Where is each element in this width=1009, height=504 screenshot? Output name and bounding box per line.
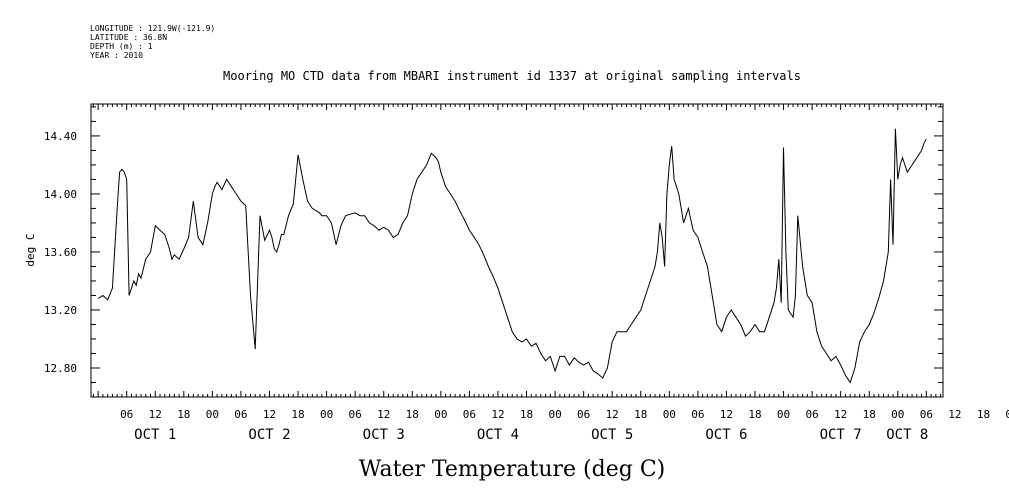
depth-text: DEPTH (m) : 1: [90, 42, 153, 51]
x-tick-label: 06: [349, 408, 362, 421]
x-tick-label: 00: [548, 408, 561, 421]
x-axis-label: Water Temperature (deg C): [359, 457, 666, 482]
x-day-label: OCT 3: [363, 427, 405, 443]
chart-title: Mooring MO CTD data from MBARI instrumen…: [223, 69, 801, 83]
x-tick-label: 00: [206, 408, 219, 421]
y-tick-label: 13.20: [44, 304, 77, 317]
x-tick-label: 12: [948, 408, 961, 421]
metadata-block: LONGITUDE : 121.9W(-121.9) LATITUDE : 36…: [90, 24, 215, 60]
x-day-label: OCT 4: [477, 427, 519, 443]
x-tick-label: 00: [434, 408, 447, 421]
y-tick-label: 13.60: [44, 246, 77, 259]
x-tick-label: 12: [834, 408, 847, 421]
axis-ticks: [91, 104, 943, 397]
y-tick-label: 14.00: [44, 188, 77, 201]
x-tick-label: 18: [291, 408, 304, 421]
y-tick-label: 14.40: [44, 130, 77, 143]
axis-labels: 06 12 18 00 06 12 18 00 06 12 18 00 06 12 18 00 06 12 18 00…: [44, 130, 1009, 443]
x-tick-label: 18: [520, 408, 533, 421]
x-tick-label: 12: [491, 408, 504, 421]
x-day-label: OCT 1: [134, 427, 176, 443]
x-tick-label: 06: [234, 408, 247, 421]
x-day-label: OCT 2: [248, 427, 290, 443]
x-tick-label: 00: [1005, 408, 1009, 421]
x-tick-label: 18: [406, 408, 419, 421]
x-tick-label: 12: [720, 408, 733, 421]
y-axis-label: deg C: [24, 233, 37, 266]
x-tick-label: 06: [463, 408, 476, 421]
longitude-text: LONGITUDE : 121.9W(-121.9): [90, 24, 215, 33]
x-tick-label: 06: [577, 408, 590, 421]
x-tick-label: 18: [634, 408, 647, 421]
latitude-text: LATITUDE : 36.8N: [90, 33, 167, 42]
series-line: [97, 128, 927, 384]
x-day-label: OCT 5: [591, 427, 633, 443]
x-tick-label: 18: [977, 408, 990, 421]
x-tick-label: 18: [748, 408, 761, 421]
x-tick-label: 00: [777, 408, 790, 421]
x-tick-label: 06: [805, 408, 818, 421]
x-tick-label: 00: [320, 408, 333, 421]
x-tick-label: 12: [149, 408, 162, 421]
x-day-label: OCT 7: [820, 427, 862, 443]
x-tick-label: 00: [663, 408, 676, 421]
x-tick-label: 18: [863, 408, 876, 421]
x-day-label: OCT 6: [705, 427, 747, 443]
x-tick-label: 00: [891, 408, 904, 421]
x-tick-label: 06: [691, 408, 704, 421]
y-tick-label: 12.80: [44, 362, 77, 375]
x-tick-label: 12: [606, 408, 619, 421]
x-tick-label: 06: [120, 408, 133, 421]
x-tick-label: 18: [177, 408, 190, 421]
x-tick-label: 12: [377, 408, 390, 421]
x-day-label: OCT 8: [886, 427, 928, 443]
plot-frame: [90, 103, 944, 398]
year-text: YEAR : 2010: [90, 51, 143, 60]
x-tick-label: 12: [263, 408, 276, 421]
x-tick-label: 06: [920, 408, 933, 421]
